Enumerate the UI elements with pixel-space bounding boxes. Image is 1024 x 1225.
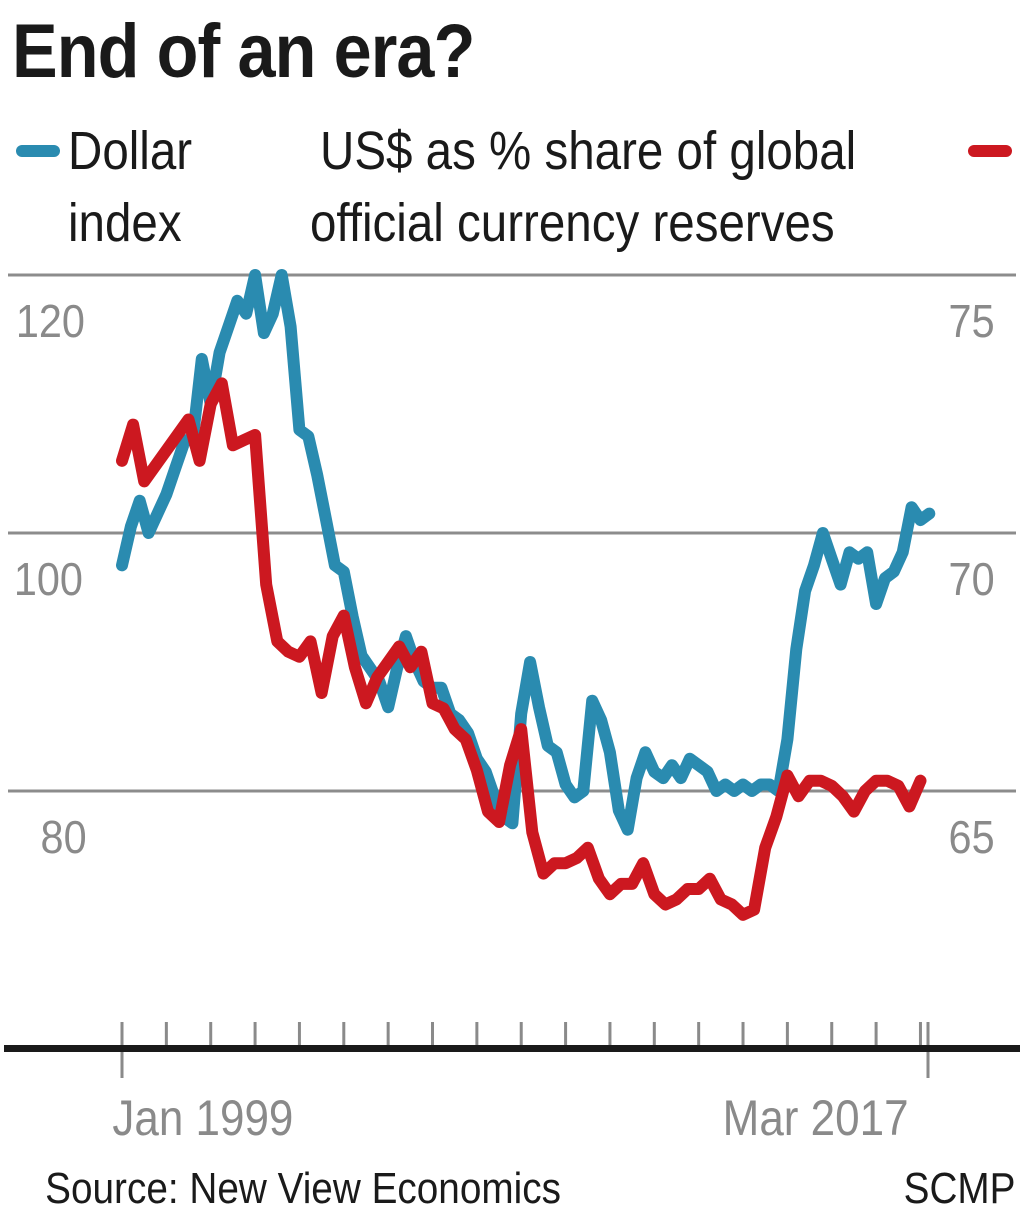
blue-legend-swatch-icon [16,145,60,157]
legend-reserves-line1: US$ as % share of global [320,121,857,181]
left-tick-100: 100 [13,553,83,605]
legend-dollar-line2: index [68,193,182,253]
source-note: Source: New View Economics [45,1164,561,1213]
gridlines [8,273,1016,793]
left-tick-120: 120 [15,295,85,347]
red-legend-swatch-icon [968,145,1012,157]
legend-reserves-line2: official currency reserves [310,193,835,253]
right-tick-70: 70 [948,553,995,605]
chart-title: End of an era? [12,9,475,94]
dollar-index-line [116,269,936,836]
publisher-credit: SCMP [903,1164,1016,1213]
right-tick-75: 75 [948,295,995,347]
reserves-share-line [116,377,927,921]
x-label-end: Mar 2017 [722,1090,909,1146]
left-tick-80: 80 [40,811,87,863]
x-axis-baseline [4,1045,1020,1052]
right-tick-65: 65 [948,811,995,863]
x-label-start: Jan 1999 [112,1090,294,1146]
legend-dollar-line1: Dollar [68,121,193,181]
